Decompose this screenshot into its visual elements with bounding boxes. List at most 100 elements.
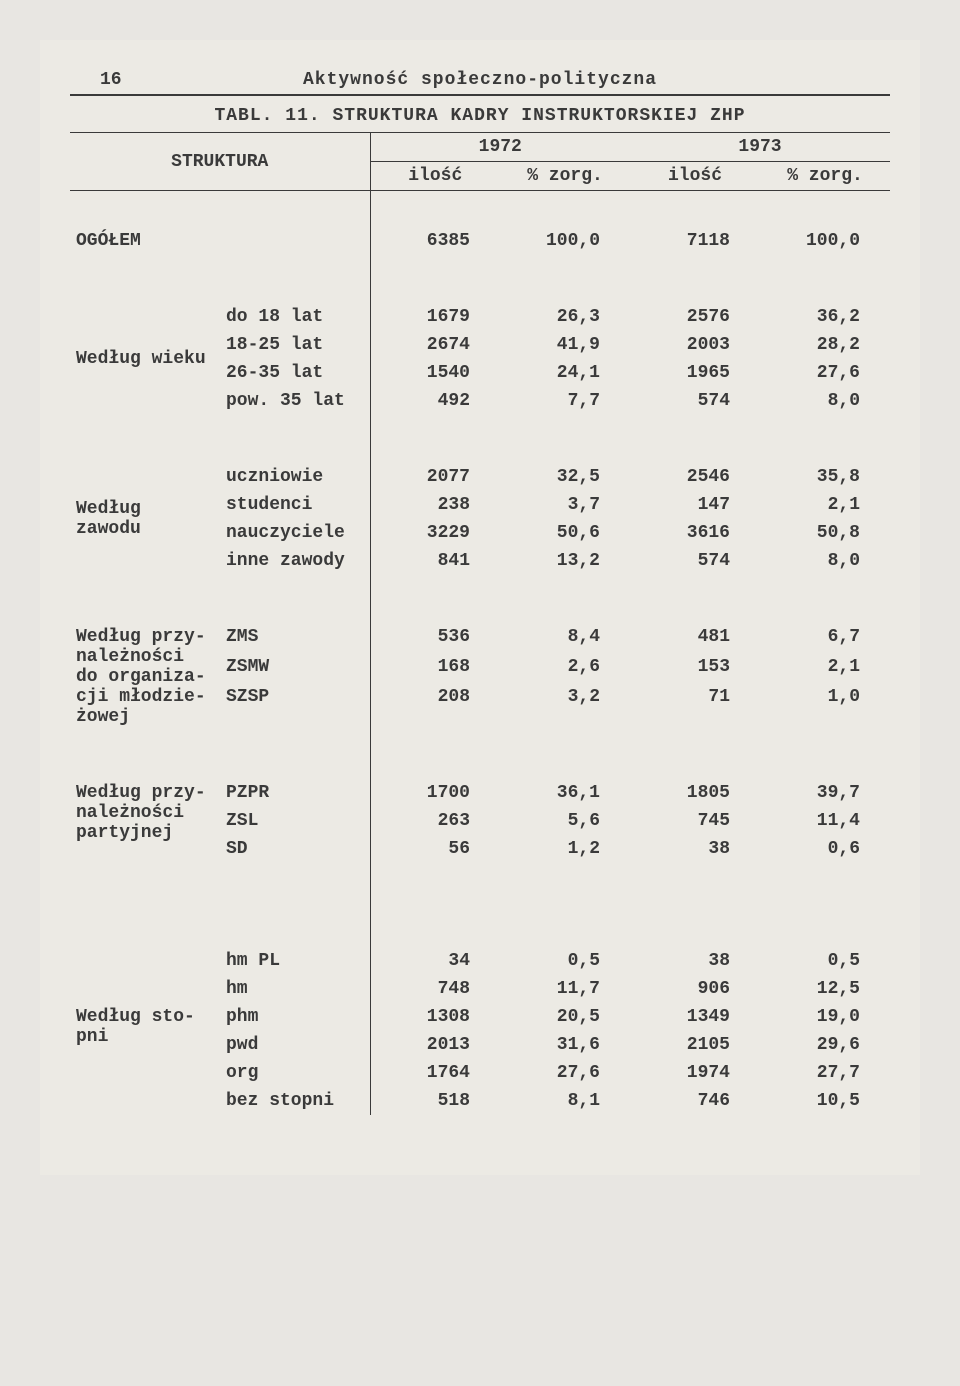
sub-label: bez stopni	[220, 1087, 370, 1115]
cell: 35,8	[760, 463, 890, 491]
group-label-party: Według przy- należności partyjnej	[70, 779, 220, 863]
cell: 38	[630, 947, 760, 975]
cell: 745	[630, 807, 760, 835]
cell: 36,2	[760, 303, 890, 331]
cell: 26,3	[500, 303, 630, 331]
cell: 1700	[370, 779, 500, 807]
cell: 1805	[630, 779, 760, 807]
cell: 492	[370, 387, 500, 415]
sub-label: phm	[220, 1003, 370, 1031]
cell: 11,7	[500, 975, 630, 1003]
cell: 8,4	[500, 623, 630, 653]
cell: 574	[630, 547, 760, 575]
label-line: żowej	[76, 707, 130, 727]
label-line: pni	[76, 1027, 108, 1047]
sub-label: inne zawody	[220, 547, 370, 575]
sub-label: hm	[220, 975, 370, 1003]
cell: 10,5	[760, 1087, 890, 1115]
spacer-row	[70, 731, 890, 779]
cell: 574	[630, 387, 760, 415]
header-struktura: STRUKTURA	[70, 133, 370, 191]
label-line: należności	[76, 647, 184, 667]
label-line: Według przy-	[76, 783, 206, 803]
cell: 1349	[630, 1003, 760, 1031]
ogolem-label: OGÓŁEM	[70, 227, 370, 255]
cell: 2,1	[760, 491, 890, 519]
running-title: Aktywność społeczno-polityczna	[70, 70, 890, 90]
cell: 168	[370, 653, 500, 683]
cell: 748	[370, 975, 500, 1003]
header-pct-1: % zorg.	[500, 162, 630, 191]
cell: 0,5	[500, 947, 630, 975]
cell: 2077	[370, 463, 500, 491]
sub-label: 26-35 lat	[220, 359, 370, 387]
header-year-1973: 1973	[630, 133, 890, 162]
cell: 8,0	[760, 387, 890, 415]
cell: 153	[630, 653, 760, 683]
spacer-row	[70, 575, 890, 623]
sub-label: uczniowie	[220, 463, 370, 491]
cell: 518	[370, 1087, 500, 1115]
rule-top	[70, 94, 890, 96]
cell: 34	[370, 947, 500, 975]
document-page: 16 Aktywność społeczno-polityczna TABL. …	[40, 40, 920, 1175]
cell: 13,2	[500, 547, 630, 575]
ogolem-i2: 7118	[630, 227, 760, 255]
table-row: Według zawodu uczniowie 2077 32,5 2546 3…	[70, 463, 890, 491]
cell: 32,5	[500, 463, 630, 491]
cell: 71	[630, 683, 760, 713]
label-line: Według przy-	[76, 627, 206, 647]
header-row-years: STRUKTURA 1972 1973	[70, 133, 890, 162]
cell: 841	[370, 547, 500, 575]
cell: 7,7	[500, 387, 630, 415]
cell: 536	[370, 623, 500, 653]
sub-label: nauczyciele	[220, 519, 370, 547]
sub-label: PZPR	[220, 779, 370, 807]
spacer-row	[70, 255, 890, 303]
cell: 1,0	[760, 683, 890, 713]
page-number: 16	[100, 70, 122, 90]
spacer-row	[70, 191, 890, 228]
cell: 147	[630, 491, 760, 519]
cell: 8,1	[500, 1087, 630, 1115]
cell: 24,1	[500, 359, 630, 387]
cell: 1540	[370, 359, 500, 387]
cell: 31,6	[500, 1031, 630, 1059]
cell: 38	[630, 835, 760, 863]
cell: 11,4	[760, 807, 890, 835]
cell: 2105	[630, 1031, 760, 1059]
header-ilosc-1: ilość	[370, 162, 500, 191]
header-year-1972: 1972	[370, 133, 630, 162]
cell: 36,1	[500, 779, 630, 807]
cell: 746	[630, 1087, 760, 1115]
table-row: org 1764 27,6 1974 27,7	[70, 1059, 890, 1087]
cell: 0,6	[760, 835, 890, 863]
cell: 1974	[630, 1059, 760, 1087]
group-label-stopni: Według sto- pni	[70, 1003, 220, 1059]
cell: 2,6	[500, 653, 630, 683]
cell: 3616	[630, 519, 760, 547]
ogolem-p1: 100,0	[500, 227, 630, 255]
cell: 2576	[630, 303, 760, 331]
table-row: bez stopni 518 8,1 746 10,5	[70, 1087, 890, 1115]
cell: 2,1	[760, 653, 890, 683]
spacer-row	[70, 863, 890, 911]
label-line: partyjnej	[76, 823, 173, 843]
cell: 20,5	[500, 1003, 630, 1031]
cell: 3229	[370, 519, 500, 547]
cell: 0,5	[760, 947, 890, 975]
cell: 5,6	[500, 807, 630, 835]
sub-label: ZSL	[220, 807, 370, 835]
cell: 1308	[370, 1003, 500, 1031]
sub-label: 18-25 lat	[220, 331, 370, 359]
cell: 27,6	[500, 1059, 630, 1087]
table-title: TABL. 11. STRUKTURA KADRY INSTRUKTORSKIE…	[70, 106, 890, 126]
header-ilosc-2: ilość	[630, 162, 760, 191]
cell: 1679	[370, 303, 500, 331]
cell: 28,2	[760, 331, 890, 359]
group-label-mlodz: Według przy- należności do organiza- cji…	[70, 623, 220, 731]
cell: 1,2	[500, 835, 630, 863]
sub-label: ZSMW	[220, 653, 370, 683]
sub-label: pwd	[220, 1031, 370, 1059]
ogolem-p2: 100,0	[760, 227, 890, 255]
